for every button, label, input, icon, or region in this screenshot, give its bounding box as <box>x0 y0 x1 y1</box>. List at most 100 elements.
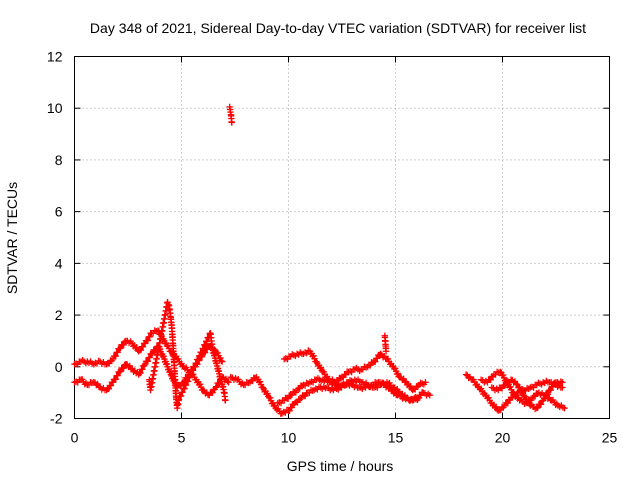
data-point-marker <box>120 364 127 372</box>
data-point-marker <box>209 389 216 396</box>
data-point-marker <box>284 395 292 402</box>
data-point-marker <box>559 379 566 386</box>
data-point-marker <box>561 404 568 412</box>
data-point-marker <box>146 354 153 361</box>
data-point-marker <box>547 386 554 394</box>
data-point-marker <box>107 382 115 389</box>
x-tick-label: 15 <box>388 430 404 446</box>
data-point-marker <box>498 385 506 392</box>
data-point-marker <box>144 337 152 344</box>
data-point-marker <box>167 371 174 378</box>
data-point-marker <box>228 119 235 126</box>
data-point-marker <box>422 379 429 386</box>
data-point-marker <box>139 343 147 350</box>
data-point-marker <box>184 378 192 385</box>
data-point-marker <box>202 341 209 349</box>
y-tick-label: 2 <box>55 307 63 323</box>
data-point-marker <box>199 386 207 394</box>
chart-title: Day 348 of 2021, Sidereal Day-to-day VTE… <box>90 20 586 36</box>
y-tick-label: -2 <box>50 411 63 427</box>
y-tick-label: 8 <box>55 152 63 168</box>
series-late-spike <box>381 332 390 355</box>
data-point-marker <box>401 378 409 385</box>
data-point-marker <box>212 384 219 391</box>
data-point-marker <box>127 365 135 372</box>
data-point-marker <box>179 389 186 396</box>
data-point-marker <box>462 371 470 378</box>
data-point-marker <box>544 391 551 398</box>
x-axis-title: GPS time / hours <box>287 458 394 474</box>
plot-frame <box>74 56 610 419</box>
data-point-marker <box>510 389 517 396</box>
series-evening-track-a <box>462 371 566 414</box>
data-point-marker <box>117 344 124 352</box>
data-point-marker <box>224 378 231 385</box>
data-point-marker <box>504 399 512 407</box>
data-point-marker <box>95 383 103 390</box>
data-point-marker <box>160 352 167 360</box>
data-point-marker <box>186 374 193 381</box>
data-point-marker <box>195 356 202 363</box>
data-point-marker <box>200 345 207 352</box>
data-point-marker <box>382 348 390 355</box>
data-point-marker <box>395 388 402 395</box>
data-point-marker <box>288 404 295 411</box>
data-point-marker <box>218 358 226 365</box>
x-tick-label: 5 <box>178 430 186 446</box>
y-tick-label: 6 <box>55 204 63 220</box>
data-point-marker <box>105 385 112 393</box>
data-point-marker <box>182 381 190 389</box>
data-point-marker <box>117 368 124 375</box>
grid <box>74 56 610 419</box>
data-point-marker <box>310 352 317 359</box>
y-axis-title: SDTVAR / TECUs <box>4 182 20 294</box>
data-point-marker <box>499 371 507 379</box>
x-tick-label: 10 <box>281 430 297 446</box>
data-point-marker <box>141 362 148 369</box>
data-point-marker <box>188 370 195 378</box>
x-tick-labels: 0 5 10 15 20 25 <box>71 430 618 446</box>
series-middle-track-third <box>274 375 423 407</box>
data-point-marker <box>313 358 320 365</box>
data-point-marker <box>549 383 556 391</box>
data-point-marker <box>146 333 153 341</box>
series-lower-track-a <box>71 342 232 399</box>
data-point-marker <box>512 380 520 388</box>
data-point-marker <box>175 397 182 404</box>
data-point-marker <box>120 341 127 349</box>
data-point-marker <box>377 350 384 358</box>
data-point-marker <box>218 357 225 365</box>
data-point-marker <box>203 346 211 353</box>
y-tick-label: 10 <box>47 100 63 116</box>
data-point-marker <box>541 394 549 402</box>
data-point-marker <box>264 390 271 397</box>
data-point-marker <box>286 407 293 415</box>
x-tick-label: 0 <box>71 430 79 446</box>
data-point-marker <box>517 386 525 393</box>
data-point-marker <box>193 359 200 367</box>
data-point-marker <box>371 358 379 365</box>
y-tick-label: 4 <box>55 255 63 271</box>
y-tick-label: 12 <box>47 49 63 65</box>
data-point-marker <box>415 394 423 402</box>
y-tick-labels: -2 0 2 4 6 8 10 12 <box>47 49 63 427</box>
data-point-marker <box>213 383 220 390</box>
data-point-marker <box>225 379 232 386</box>
data-point-marker <box>534 404 542 411</box>
data-point-marker <box>259 384 267 391</box>
data-point-marker <box>149 350 156 357</box>
data-point-marker <box>394 370 402 377</box>
data-point-marker <box>191 363 199 370</box>
data-point-marker <box>507 383 514 391</box>
data-point-marker <box>301 392 309 400</box>
data-point-marker <box>137 369 144 377</box>
data-point-marker <box>144 357 152 365</box>
data-point-marker <box>537 401 545 408</box>
data-point-marker <box>112 352 119 360</box>
data-point-marker <box>374 355 381 362</box>
series-outlier <box>226 103 235 126</box>
x-tick-label: 25 <box>602 430 618 446</box>
series-spikes <box>146 298 229 412</box>
data-point-marker <box>391 365 399 372</box>
